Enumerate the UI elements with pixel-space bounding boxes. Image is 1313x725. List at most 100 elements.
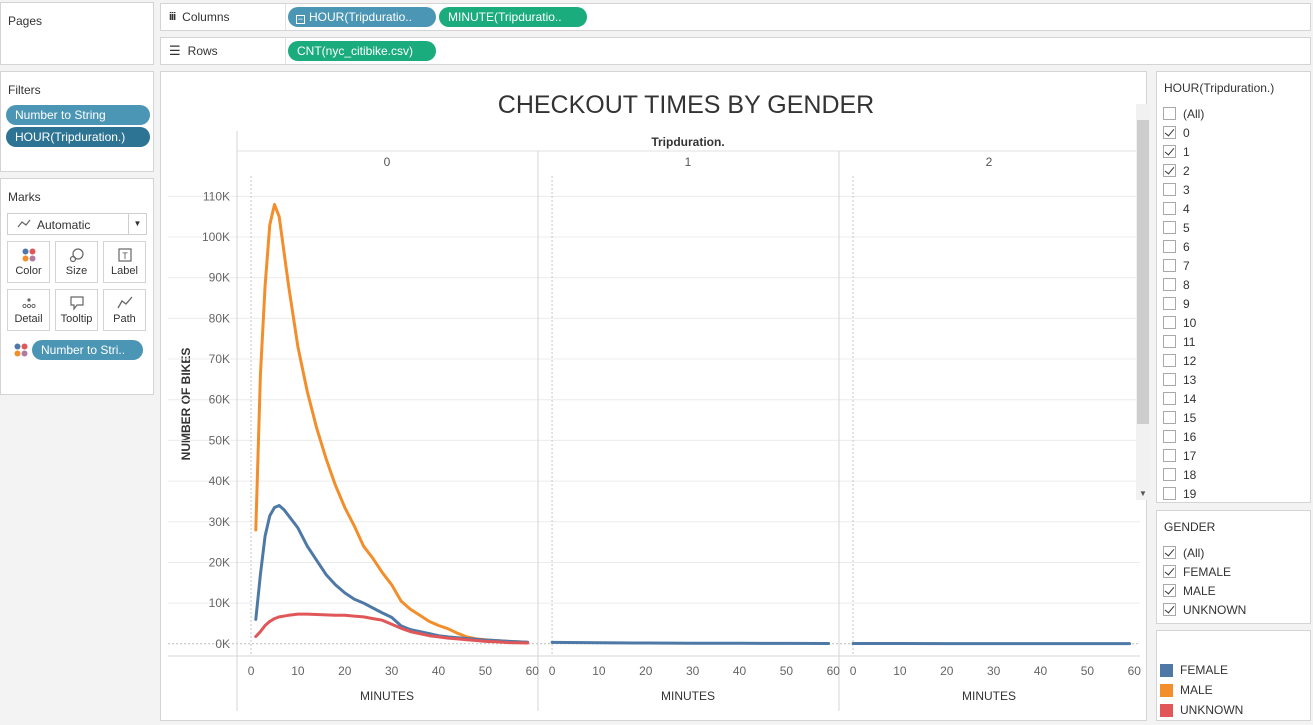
checkbox[interactable] xyxy=(1163,487,1176,500)
hour-filter-card: HOUR(Tripduration.) xyxy=(1156,71,1311,503)
checkbox[interactable] xyxy=(1163,392,1176,405)
gender-filter-item-label: UNKNOWN xyxy=(1183,602,1247,617)
pages-card: Pages xyxy=(0,2,154,65)
checkbox[interactable] xyxy=(1163,354,1176,367)
rows-shelf[interactable]: ☰ Rows CNT(nyc_citibike.csv) xyxy=(160,37,1311,65)
x-tick-label: 60 xyxy=(1128,664,1142,678)
checkbox[interactable] xyxy=(1163,411,1176,424)
checkbox[interactable] xyxy=(1163,603,1176,616)
rows-icon: ☰ xyxy=(169,43,181,58)
label-button[interactable]: T Label xyxy=(103,241,146,283)
hour-filter-item[interactable]: 0 xyxy=(1163,123,1190,142)
hour-filter-title: HOUR(Tripduration.) xyxy=(1164,81,1275,95)
size-button[interactable]: Size xyxy=(55,241,98,283)
hour-filter-item[interactable]: 11 xyxy=(1163,332,1195,351)
checkbox[interactable] xyxy=(1163,240,1176,253)
hour-filter-item[interactable]: (All) xyxy=(1163,104,1204,123)
gender-filter-item[interactable]: UNKNOWN xyxy=(1163,600,1246,619)
path-button[interactable]: Path xyxy=(103,289,146,331)
detail-button[interactable]: Detail xyxy=(7,289,50,331)
rows-pill-cnt-label: CNT(nyc_citibike.csv) xyxy=(297,44,414,58)
hour-filter-item[interactable]: 16 xyxy=(1163,427,1196,446)
checkbox[interactable] xyxy=(1163,546,1176,559)
checkbox[interactable] xyxy=(1163,449,1176,462)
hour-filter-item-label: 0 xyxy=(1183,125,1190,140)
checkbox[interactable] xyxy=(1163,430,1176,443)
hour-filter-item-label: 2 xyxy=(1183,163,1190,178)
legend-item[interactable]: UNKNOWN xyxy=(1160,703,1243,717)
checkbox[interactable] xyxy=(1163,468,1176,481)
gender-filter-item[interactable]: MALE xyxy=(1163,581,1216,600)
hour-filter-scrollbar[interactable]: ▼ xyxy=(1136,104,1150,500)
y-axis-title: NUMBER OF BIKES xyxy=(179,348,193,461)
hour-filter-item-label: 1 xyxy=(1183,144,1190,159)
y-tick-label: 40K xyxy=(209,474,230,488)
filters-title: Filters xyxy=(8,83,41,97)
checkbox[interactable] xyxy=(1163,297,1176,310)
hour-filter-item[interactable]: 8 xyxy=(1163,275,1190,294)
hour-filter-item[interactable]: 17 xyxy=(1163,446,1196,465)
mark-type-select[interactable]: Automatic ▼ xyxy=(7,213,147,235)
x-axis-title-2: MINUTES xyxy=(962,689,1016,703)
series-line-unknown xyxy=(254,612,530,645)
legend-item[interactable]: FEMALE xyxy=(1160,663,1228,677)
hour-filter-item[interactable]: 12 xyxy=(1163,351,1196,370)
rows-pill-cnt[interactable]: CNT(nyc_citibike.csv) xyxy=(288,41,436,61)
hour-filter-item[interactable]: 3 xyxy=(1163,180,1190,199)
hour-filter-item[interactable]: 13 xyxy=(1163,370,1196,389)
hour-filter-item[interactable]: 5 xyxy=(1163,218,1190,237)
color-pill-number-to-string[interactable]: Number to Stri.. xyxy=(32,340,143,360)
checkbox[interactable] xyxy=(1163,202,1176,215)
line-mark-icon xyxy=(17,219,31,228)
legend-item[interactable]: MALE xyxy=(1160,683,1213,697)
hour-filter-item[interactable]: 10 xyxy=(1163,313,1196,332)
hour-filter-item[interactable]: 7 xyxy=(1163,256,1190,275)
hour-filter-item[interactable]: 6 xyxy=(1163,237,1190,256)
hour-filter-item[interactable]: 2 xyxy=(1163,161,1190,180)
checkbox[interactable] xyxy=(1163,259,1176,272)
size-button-label: Size xyxy=(65,265,88,277)
panel-header-1: 1 xyxy=(685,155,692,169)
hour-filter-item[interactable]: 14 xyxy=(1163,389,1196,408)
checkbox[interactable] xyxy=(1163,316,1176,329)
scrollbar-thumb[interactable] xyxy=(1137,120,1149,424)
gender-filter-item[interactable]: (All) xyxy=(1163,543,1204,562)
color-button[interactable]: Color xyxy=(7,241,50,283)
filter-pill-hour[interactable]: HOUR(Tripduration.) xyxy=(6,127,150,147)
line-chart: CHECKOUT TIMES BY GENDER Tripduration. 0… xyxy=(168,91,1142,711)
hour-filter-item-label: 11 xyxy=(1183,334,1196,349)
hour-filter-item[interactable]: 4 xyxy=(1163,199,1190,218)
checkbox[interactable] xyxy=(1163,183,1176,196)
hour-filter-item[interactable]: 15 xyxy=(1163,408,1196,427)
color-icon xyxy=(8,247,49,263)
checkbox[interactable] xyxy=(1163,164,1176,177)
scroll-down-icon[interactable]: ▼ xyxy=(1139,489,1147,498)
hour-filter-item-label: 8 xyxy=(1183,277,1190,292)
gender-filter-item[interactable]: FEMALE xyxy=(1163,562,1231,581)
tooltip-button[interactable]: Tooltip xyxy=(55,289,98,331)
checkbox[interactable] xyxy=(1163,278,1176,291)
x-tick-label: 40 xyxy=(733,664,747,678)
hour-filter-item[interactable]: 1 xyxy=(1163,142,1190,161)
hour-filter-item[interactable]: 19 xyxy=(1163,484,1196,503)
filters-card: Filters Number to String HOUR(Tripdurati… xyxy=(0,71,154,172)
gender-filter-item-label: MALE xyxy=(1183,583,1216,598)
columns-shelf-label: iii Columns xyxy=(161,4,286,30)
checkbox[interactable] xyxy=(1163,584,1176,597)
series-line-female xyxy=(550,640,831,645)
checkbox[interactable] xyxy=(1163,565,1176,578)
checkbox[interactable] xyxy=(1163,335,1176,348)
collapse-icon[interactable]: − xyxy=(296,14,305,24)
dropdown-arrow-icon[interactable]: ▼ xyxy=(128,214,146,234)
columns-shelf[interactable]: iii Columns − HOUR(Tripduratio.. MINUTE(T… xyxy=(160,3,1311,31)
checkbox[interactable] xyxy=(1163,126,1176,139)
checkbox[interactable] xyxy=(1163,221,1176,234)
hour-filter-item[interactable]: 9 xyxy=(1163,294,1190,313)
columns-pill-minute[interactable]: MINUTE(Tripduratio.. xyxy=(439,7,587,27)
checkbox[interactable] xyxy=(1163,107,1176,120)
filter-pill-number-to-string[interactable]: Number to String xyxy=(6,105,150,125)
columns-pill-hour[interactable]: − HOUR(Tripduratio.. xyxy=(288,7,436,27)
hour-filter-item[interactable]: 18 xyxy=(1163,465,1196,484)
checkbox[interactable] xyxy=(1163,373,1176,386)
checkbox[interactable] xyxy=(1163,145,1176,158)
